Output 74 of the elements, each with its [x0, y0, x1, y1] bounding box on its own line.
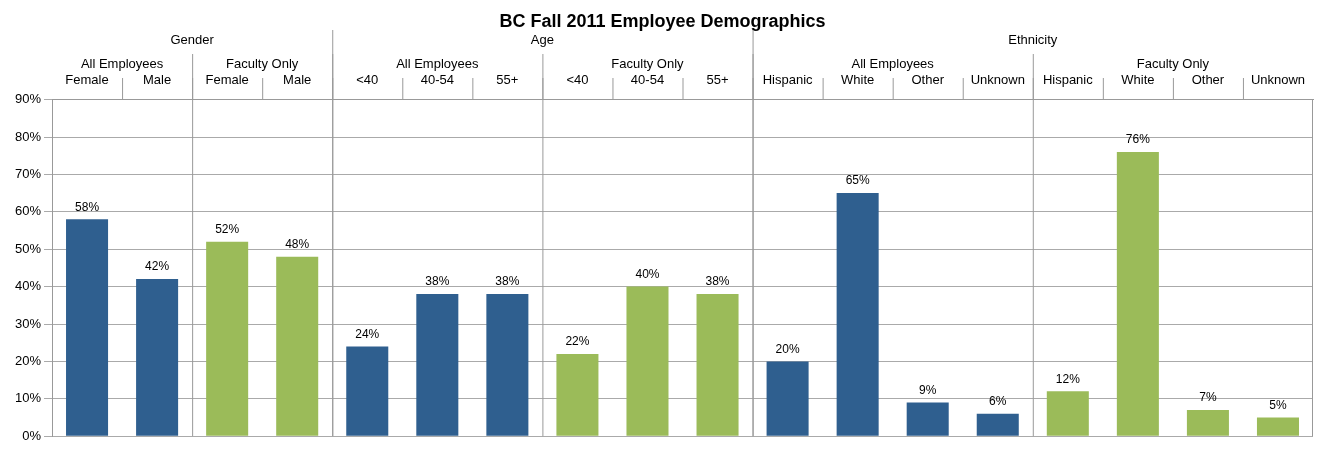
text: Faculty Only [226, 55, 299, 71]
data-label: 48% [285, 236, 310, 251]
text: All Employees [851, 55, 935, 71]
y-tick-label: 40% [14, 278, 42, 294]
data-label: 5% [1269, 397, 1287, 412]
x-tick-label: Unknown [970, 72, 1025, 88]
data-label: 38% [495, 274, 520, 289]
y-tick-label: 30% [14, 315, 42, 331]
x-tick-label: 55+ [496, 72, 519, 88]
x-tick-label: Female [205, 72, 249, 88]
data-label: 6% [989, 394, 1007, 409]
bar [1256, 417, 1299, 436]
data-label: 9% [919, 382, 937, 397]
bar [1046, 391, 1089, 436]
text: Gender [170, 31, 215, 47]
x-tick-label: Female [65, 72, 109, 88]
data-label: 24% [355, 326, 380, 341]
x-tick-label: 55+ [706, 72, 729, 88]
y-tick-label: 80% [14, 128, 42, 144]
y-tick-label: 20% [14, 352, 42, 368]
x-tick-label: <40 [356, 72, 379, 88]
data-label: 58% [75, 199, 100, 214]
text: Faculty Only [1136, 55, 1210, 71]
x-tick-label: Male [143, 72, 172, 88]
y-tick-label: 50% [14, 240, 42, 256]
bar [906, 402, 949, 436]
x-tick-label: White [1121, 72, 1155, 88]
y-tick-label: 70% [14, 165, 42, 181]
y-tick-label: 90% [14, 91, 42, 107]
bar [416, 294, 459, 436]
bar [626, 286, 669, 436]
x-tick-label: 40-54 [630, 72, 665, 88]
data-label: 42% [145, 259, 170, 274]
y-tick-label: 10% [14, 390, 42, 406]
bar [556, 353, 599, 436]
bar [696, 294, 739, 436]
x-tick-label: Other [1191, 72, 1225, 88]
x-tick-label: Male [283, 72, 312, 88]
data-label: 65% [845, 173, 870, 188]
data-label: 22% [565, 334, 590, 349]
data-label: 38% [705, 274, 730, 289]
x-tick-label: 40-54 [420, 72, 454, 88]
bar [136, 279, 179, 436]
bar [486, 294, 529, 436]
text: Ethnicity [1008, 31, 1058, 47]
data-label: 52% [215, 222, 240, 237]
data-label: 7% [1199, 390, 1217, 405]
text: Faculty Only [611, 55, 685, 71]
x-tick-label: Hispanic [762, 72, 814, 88]
x-tick-label: White [841, 72, 875, 88]
bar [276, 256, 319, 436]
y-tick-label: 0% [22, 427, 42, 443]
chart-title: BC Fall 2011 Employee Demographics [499, 10, 826, 31]
data-label: 40% [635, 266, 660, 281]
bar [766, 361, 809, 436]
bar [206, 241, 249, 436]
text: All Employees [396, 55, 479, 71]
bar [66, 219, 109, 436]
bar [836, 193, 879, 436]
data-label: 38% [425, 274, 450, 289]
y-tick-label: 60% [14, 203, 42, 219]
x-tick-label: Other [911, 72, 945, 88]
x-tick-label: Hispanic [1042, 72, 1094, 88]
x-tick-label: <40 [566, 72, 589, 88]
bar [346, 346, 389, 436]
x-tick-label: Unknown [1250, 72, 1306, 88]
data-label: 20% [775, 341, 800, 356]
bar [1116, 151, 1159, 436]
text: Age [530, 31, 554, 47]
bar [1186, 410, 1229, 436]
data-label: 76% [1125, 132, 1151, 147]
text: All Employees [80, 55, 164, 71]
bar [976, 413, 1019, 436]
data-label: 12% [1055, 371, 1081, 386]
